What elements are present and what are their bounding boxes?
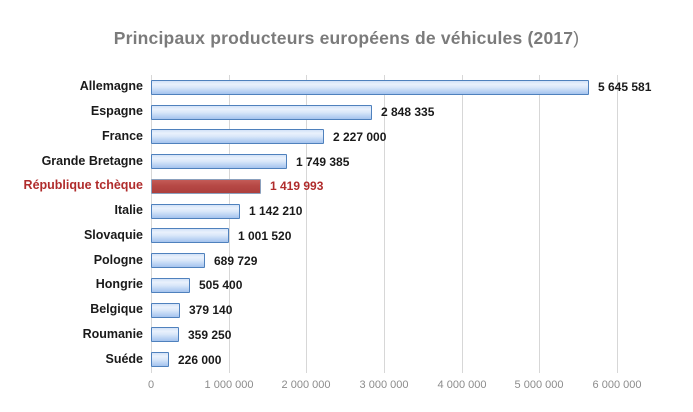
bar — [151, 278, 190, 293]
vertical-gridline — [229, 75, 230, 373]
category-label: Belgique — [90, 302, 143, 316]
category-label: Pologne — [93, 253, 143, 267]
value-label: 2 227 000 — [333, 130, 387, 144]
x-axis-tick-label: 5 000 000 — [514, 379, 564, 391]
bar — [151, 80, 589, 95]
chart-title-main: Principaux producteurs européens de véhi… — [113, 28, 574, 48]
category-label: Suéde — [105, 352, 143, 366]
value-label: 505 400 — [199, 278, 243, 292]
bar — [151, 204, 240, 219]
category-label: Allemagne — [79, 79, 143, 93]
category-label: Roumanie — [82, 327, 143, 341]
category-label-highlight: République tchèque — [23, 178, 143, 192]
value-label: 689 729 — [214, 254, 258, 268]
value-label: 359 250 — [188, 328, 232, 342]
vertical-gridline — [384, 75, 385, 373]
bar — [151, 352, 169, 367]
bar — [151, 327, 179, 342]
value-label: 1 749 385 — [296, 155, 350, 169]
x-axis-tick-label: 0 — [147, 379, 155, 391]
category-label: Espagne — [90, 104, 143, 118]
bar — [151, 228, 229, 243]
category-label: Slovaquie — [83, 228, 143, 242]
chart-title-paren: ) — [573, 28, 580, 48]
vertical-gridline — [151, 75, 152, 373]
value-label: 2 848 335 — [381, 105, 435, 119]
category-label: France — [102, 129, 143, 143]
vertical-gridline — [306, 75, 307, 373]
vertical-gridline — [462, 75, 463, 373]
bar — [151, 129, 324, 144]
vertical-gridline — [617, 75, 618, 373]
category-label: Grande Bretagne — [41, 154, 143, 168]
x-axis-tick-label: 6 000 000 — [592, 379, 642, 391]
bar — [151, 303, 180, 318]
category-label: Hongrie — [95, 277, 143, 291]
value-label: 1 142 210 — [249, 204, 303, 218]
category-label: Italie — [114, 203, 144, 217]
x-axis-tick-label: 1 000 000 — [204, 379, 254, 391]
bar — [151, 154, 287, 169]
x-axis-tick-label: 3 000 000 — [359, 379, 409, 391]
value-label: 1 001 520 — [238, 229, 292, 243]
x-axis-tick-label: 2 000 000 — [281, 379, 331, 391]
bar — [151, 105, 372, 120]
value-label-highlight: 1 419 993 — [270, 179, 324, 193]
chart-title: Principaux producteurs européens de véhi… — [0, 28, 693, 49]
value-label: 226 000 — [178, 353, 222, 367]
value-label: 5 645 581 — [598, 80, 652, 94]
highlight-bar — [151, 179, 261, 194]
vertical-gridline — [539, 75, 540, 373]
value-label: 379 140 — [189, 303, 233, 317]
bar — [151, 253, 205, 268]
x-axis-tick-label: 4 000 000 — [437, 379, 487, 391]
